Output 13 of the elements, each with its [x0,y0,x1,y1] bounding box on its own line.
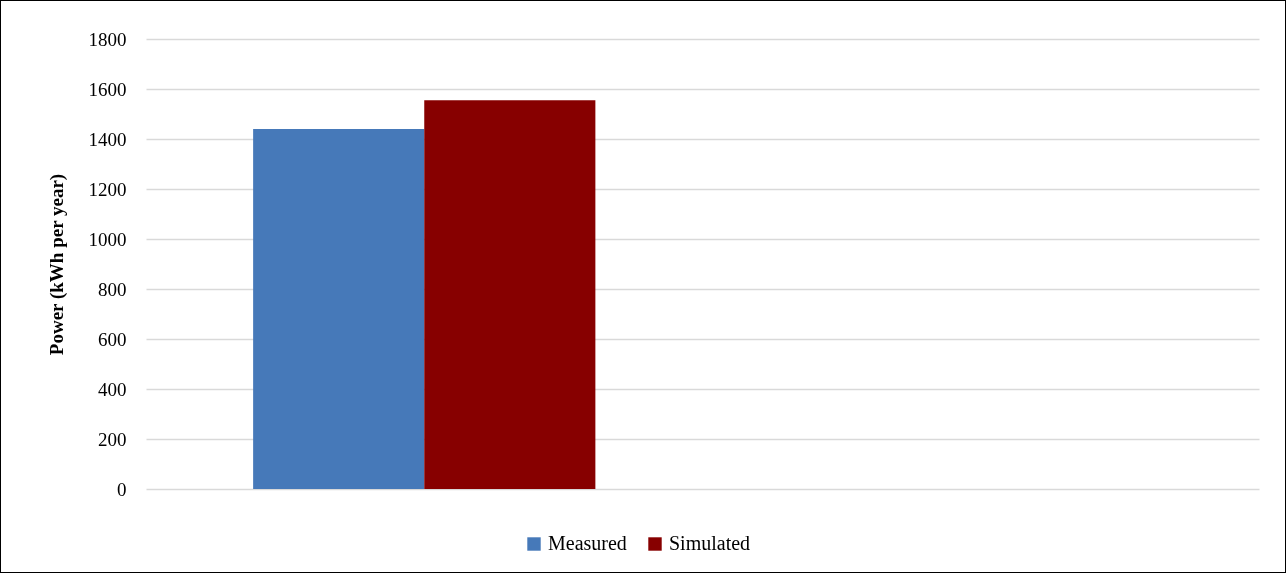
y-tick-label: 400 [98,378,127,400]
legend-label: Simulated [669,532,751,554]
y-tick-label: 200 [98,428,127,450]
y-tick-label: 1800 [88,28,127,50]
y-tick-label: 800 [98,278,127,300]
y-tick-label: 1000 [88,228,127,250]
y-tick-label: 1200 [88,178,127,200]
y-tick-label: 1400 [88,128,127,150]
y-axis-title: Power (kWh per year) [45,173,68,356]
y-tick-label: 1600 [88,78,127,100]
y-tick-label: 600 [98,328,127,350]
legend-label: Measured [548,532,627,554]
y-tick-label: 0 [117,478,127,500]
